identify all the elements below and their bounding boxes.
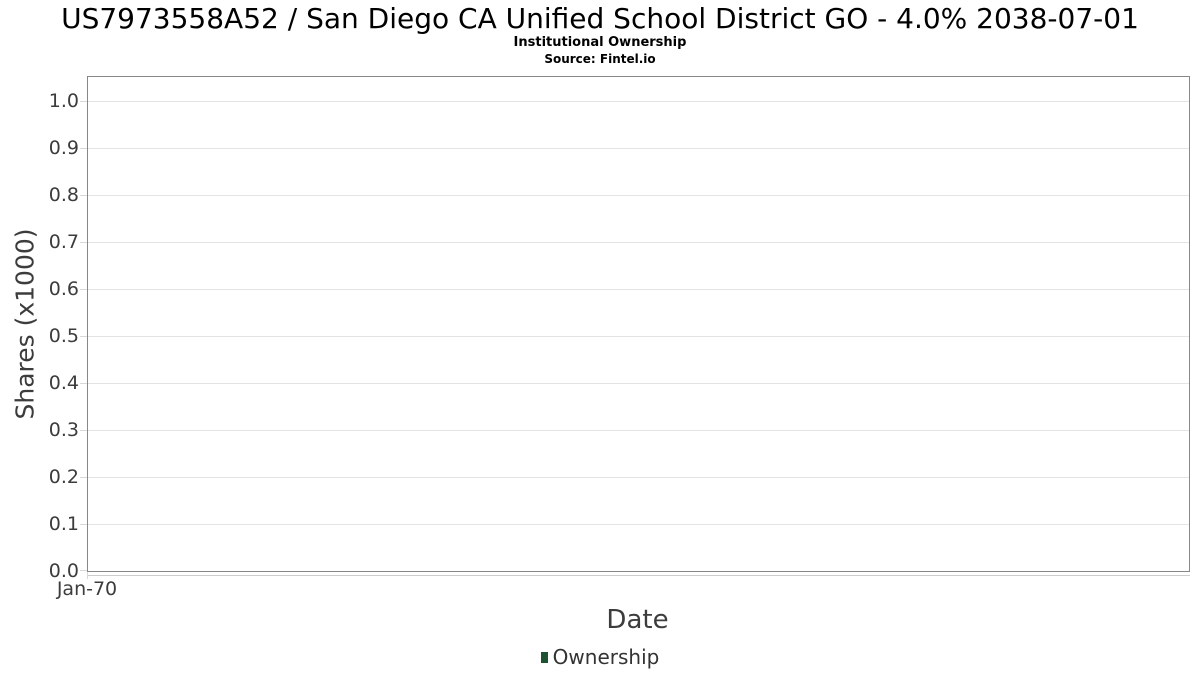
x-tick-mark (87, 572, 88, 579)
y-tick-mark (80, 288, 87, 290)
legend-label: Ownership (552, 645, 660, 669)
gridline (88, 147, 1189, 149)
gridline (88, 524, 1189, 525)
y-tick-mark (80, 382, 87, 384)
y-tick-label: 0.7 (48, 230, 79, 253)
y-tick-mark (80, 476, 87, 478)
x-axis-baseline (87, 575, 1190, 576)
y-tick-label: 1.0 (48, 89, 79, 112)
y-tick-label: 0.6 (48, 277, 79, 300)
legend-marker-icon (540, 651, 548, 663)
y-tick-label: 0.3 (48, 418, 79, 441)
y-tick-mark (80, 429, 87, 431)
y-tick-label: 0.0 (48, 560, 79, 582)
y-tick-label: 0.2 (48, 465, 79, 488)
y-tick-mark (80, 335, 87, 337)
gridline (88, 429, 1189, 431)
y-tick-mark (80, 147, 87, 149)
y-tick-mark (80, 194, 87, 196)
plot-area (80, 76, 1190, 572)
y-tick-label: 0.9 (48, 136, 79, 159)
y-tick-label: 0.4 (48, 371, 79, 394)
x-tick-label: Jan-70 (56, 578, 118, 600)
chart-source: Source: Fintel.io (544, 52, 656, 66)
y-tick-label: 0.8 (48, 183, 79, 206)
gridline (88, 100, 1189, 102)
gridline (88, 241, 1189, 243)
x-axis-title: Date (606, 605, 669, 635)
y-tick-mark (80, 100, 87, 102)
gridline (88, 288, 1189, 290)
y-tick-mark (80, 570, 87, 571)
gridline (88, 194, 1189, 196)
y-tick-mark (80, 524, 87, 525)
legend: Ownership (0, 645, 1200, 669)
chart-title: US7973558A52 / San Diego CA Unified Scho… (61, 2, 1139, 35)
gridline (88, 476, 1189, 478)
y-tick-label: 0.5 (48, 324, 79, 347)
chart-subtitle: Institutional Ownership (513, 35, 687, 50)
gridline (88, 382, 1189, 384)
y-tick-label: 0.1 (48, 513, 79, 535)
y-tick-mark (80, 241, 87, 243)
gridline (88, 335, 1189, 337)
y-axis-title: Shares (x1000) (10, 228, 40, 420)
